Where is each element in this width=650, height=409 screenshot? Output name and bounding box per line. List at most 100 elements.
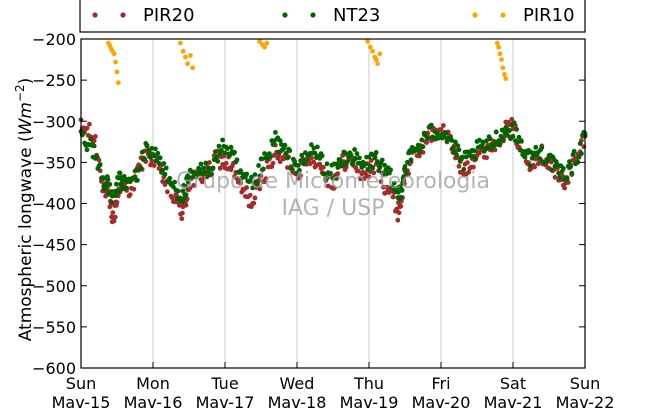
data-point-nt23 (255, 181, 260, 186)
data-point-nt23 (228, 144, 234, 150)
data-point-pir20 (358, 176, 363, 182)
data-point-pir10 (264, 40, 270, 46)
data-point-nt23 (333, 175, 338, 180)
data-point-pir20 (107, 204, 113, 210)
data-point-nt23 (484, 138, 489, 144)
data-point-nt23 (124, 185, 129, 191)
data-point-nt23 (208, 172, 214, 177)
data-point-nt23 (135, 177, 140, 183)
data-point-nt23 (142, 156, 148, 162)
data-point-pir10 (116, 80, 121, 85)
data-point-nt23 (561, 166, 566, 171)
legend-marker-pir20 (120, 12, 126, 18)
data-point-nt23 (348, 153, 354, 159)
data-point-pir20 (91, 138, 97, 144)
data-point-nt23 (81, 130, 86, 136)
data-point-pir20 (148, 162, 154, 168)
data-point-pir10 (190, 65, 196, 71)
data-point-pir20 (112, 214, 118, 220)
data-point-nt23 (340, 163, 345, 169)
data-point-pir20 (378, 179, 384, 185)
x-tick-label-weekday: Sun (66, 374, 96, 393)
data-point-nt23 (425, 135, 431, 141)
data-point-nt23 (455, 143, 461, 149)
data-point-pir20 (223, 160, 229, 166)
data-point-pir20 (465, 160, 470, 166)
data-point-pir20 (396, 210, 402, 216)
data-point-pir20 (257, 186, 263, 192)
data-point-nt23 (485, 145, 491, 150)
data-point-pir20 (484, 155, 489, 161)
data-point-nt23 (575, 159, 581, 165)
data-point-nt23 (576, 154, 582, 160)
y-tick-label: −200 (32, 30, 76, 49)
data-point-nt23 (238, 168, 244, 174)
data-point-pir10 (111, 51, 117, 57)
data-point-nt23 (370, 165, 375, 171)
data-point-nt23 (144, 143, 150, 148)
data-point-nt23 (467, 153, 473, 159)
data-point-nt23 (398, 194, 404, 200)
data-point-pir10 (370, 48, 375, 54)
data-point-nt23 (379, 157, 385, 163)
data-point-nt23 (304, 157, 309, 163)
data-point-nt23 (555, 162, 560, 168)
data-point-nt23 (527, 163, 533, 169)
data-point-nt23 (225, 146, 230, 151)
data-point-nt23 (322, 171, 327, 177)
x-tick-label-date: Mav-19 (340, 393, 399, 409)
data-point-nt23 (419, 137, 425, 143)
data-point-pir10 (180, 48, 186, 54)
data-point-nt23 (181, 195, 187, 201)
data-point-nt23 (417, 149, 422, 155)
data-point-pir20 (371, 170, 377, 176)
data-point-nt23 (405, 159, 410, 165)
data-point-pir20 (183, 202, 189, 208)
data-point-pir10 (499, 57, 504, 62)
data-point-nt23 (283, 150, 289, 156)
data-point-pir20 (244, 185, 250, 190)
data-point-nt23 (579, 151, 584, 157)
data-point-nt23 (375, 159, 380, 165)
data-point-nt23 (571, 148, 577, 154)
x-axis: SunMav-15MonMav-16TueMav-17WedMav-18ThuM… (52, 362, 614, 409)
data-point-nt23 (268, 154, 273, 160)
data-point-nt23 (510, 133, 516, 139)
data-point-nt23 (533, 144, 539, 150)
data-point-nt23 (282, 142, 288, 148)
data-point-pir20 (381, 184, 386, 190)
data-point-pir20 (191, 183, 197, 188)
y-tick-label: −500 (32, 277, 76, 296)
data-point-pir20 (177, 202, 182, 208)
data-point-pir20 (441, 123, 446, 128)
data-point-pir20 (492, 147, 498, 153)
data-point-pir10 (373, 57, 379, 62)
data-point-pir10 (496, 44, 501, 50)
data-point-nt23 (511, 120, 517, 126)
data-point-nt23 (537, 156, 542, 161)
data-point-nt23 (564, 176, 570, 182)
data-point-nt23 (477, 137, 482, 143)
data-point-nt23 (522, 154, 528, 160)
data-point-nt23 (252, 172, 258, 178)
data-point-nt23 (352, 147, 357, 152)
data-point-pir20 (199, 179, 205, 185)
data-point-nt23 (119, 182, 125, 188)
data-point-pir20 (252, 195, 258, 201)
data-point-nt23 (172, 179, 178, 185)
data-point-nt23 (408, 157, 414, 163)
data-point-nt23 (149, 145, 155, 151)
data-point-nt23 (234, 157, 240, 163)
data-point-nt23 (460, 154, 465, 160)
data-point-pir20 (165, 189, 170, 195)
data-point-pir10 (503, 76, 509, 81)
data-point-pir20 (149, 158, 155, 164)
data-point-pir10 (183, 54, 188, 60)
data-point-pir20 (424, 140, 429, 146)
data-point-nt23 (186, 175, 192, 181)
plot-points (78, 39, 588, 225)
data-point-pir10 (502, 72, 507, 77)
data-point-nt23 (94, 153, 99, 159)
data-point-pir20 (331, 185, 337, 191)
data-point-nt23 (247, 178, 253, 184)
